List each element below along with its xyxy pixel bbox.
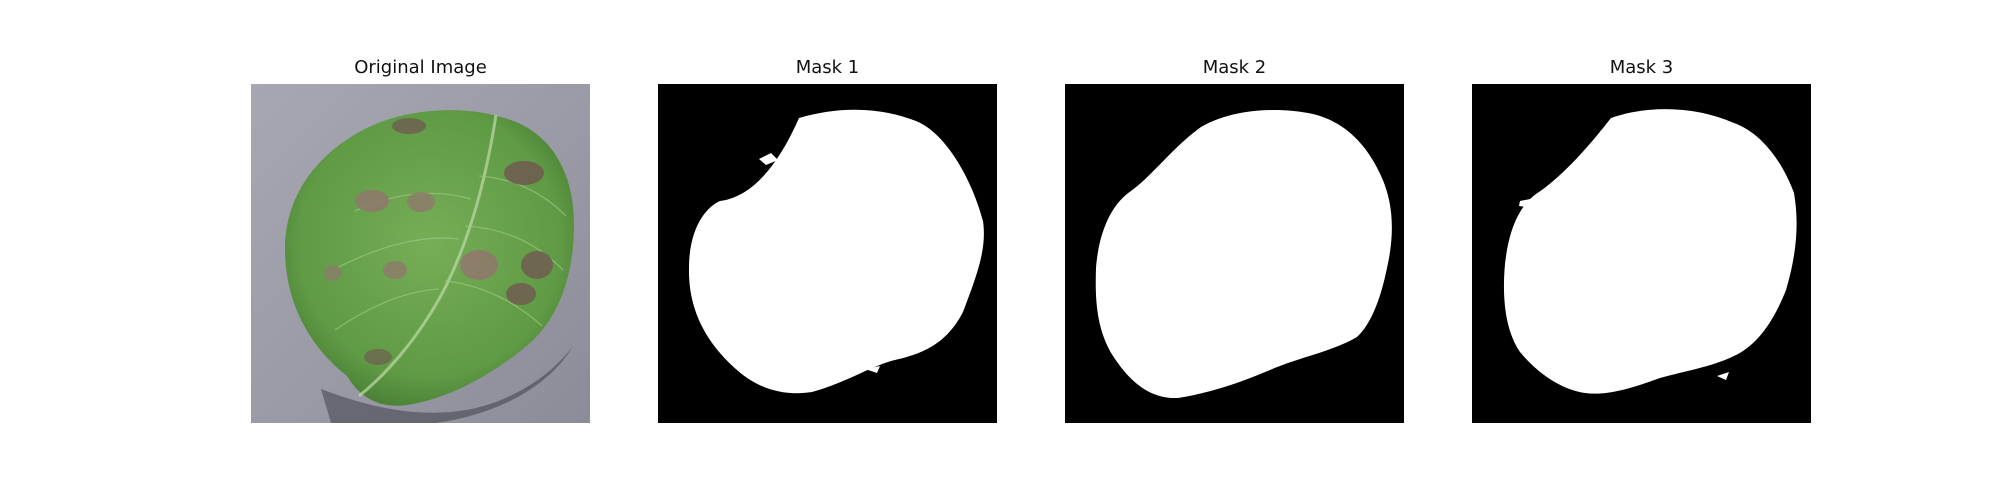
lesion-spot (392, 118, 426, 134)
panel-title-mask-1: Mask 1 (795, 57, 860, 78)
mask-fragment (865, 366, 880, 373)
leaf-shadow (321, 346, 573, 423)
panel-title-original-image: Original Image (354, 57, 487, 78)
panel-title-mask-3: Mask 3 (1609, 57, 1674, 78)
mask-3-image (1472, 84, 1811, 423)
lesion-spot (504, 161, 544, 185)
lesion-spot (407, 192, 435, 212)
lesion-spot (355, 190, 389, 212)
lesion-spot (506, 283, 536, 305)
lesion-spot (324, 265, 342, 281)
lesion-spot (460, 250, 498, 280)
mask-2-image (1065, 84, 1404, 423)
leaf-midrib (358, 114, 498, 398)
mask-region (688, 109, 984, 394)
lesion-spot (521, 251, 553, 279)
panel-mask-3: Mask 3 (1472, 56, 1811, 426)
mask-region (1503, 109, 1797, 394)
mask-1-image (658, 84, 997, 423)
panel-mask-1: Mask 1 (658, 56, 997, 426)
mask-region (1095, 110, 1392, 399)
mask-fragment (759, 153, 778, 165)
mask-fragment (1176, 162, 1183, 168)
mask-fragment (1717, 372, 1729, 380)
original-leaf-photo (251, 84, 590, 423)
leaf-shape (285, 110, 574, 406)
panel-original-image: Original Image (251, 56, 590, 426)
mask-fragment (1519, 198, 1535, 208)
lesion-spot (364, 349, 392, 365)
panel-mask-2: Mask 2 (1065, 56, 1404, 426)
lesion-spot (383, 261, 407, 279)
panel-title-mask-2: Mask 2 (1202, 57, 1267, 78)
